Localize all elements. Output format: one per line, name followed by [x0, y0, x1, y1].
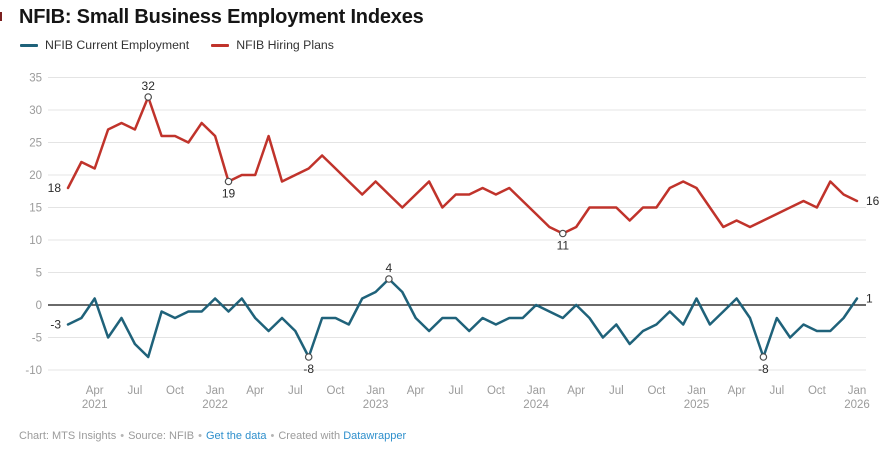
svg-text:Jul: Jul — [448, 385, 463, 397]
svg-text:Apr: Apr — [567, 385, 585, 397]
svg-text:Oct: Oct — [487, 385, 506, 397]
svg-text:-8: -8 — [303, 362, 314, 376]
svg-text:32: 32 — [142, 79, 156, 93]
svg-text:Apr: Apr — [246, 385, 264, 397]
svg-text:19: 19 — [222, 187, 236, 201]
svg-text:Jan: Jan — [206, 385, 225, 397]
svg-text:Jul: Jul — [769, 385, 784, 397]
svg-text:Jan: Jan — [527, 385, 546, 397]
svg-text:15: 15 — [29, 203, 42, 215]
svg-text:25: 25 — [29, 138, 42, 150]
svg-text:Jan: Jan — [848, 385, 867, 397]
svg-text:2023: 2023 — [363, 399, 389, 411]
legend-swatch-current-employment — [20, 43, 38, 47]
legend-label-current-employment: NFIB Current Employment — [45, 38, 190, 52]
datawrapper-link[interactable]: Datawrapper — [343, 430, 407, 442]
svg-text:Apr: Apr — [728, 385, 746, 397]
svg-text:-10: -10 — [25, 365, 42, 377]
svg-text:-8: -8 — [758, 362, 769, 376]
legend: NFIB Current Employment NFIB Hiring Plan… — [20, 38, 334, 52]
svg-text:Apr: Apr — [86, 385, 104, 397]
svg-text:30: 30 — [29, 105, 42, 117]
svg-text:2022: 2022 — [202, 399, 228, 411]
footer-source: Source: NFIB — [128, 430, 195, 442]
footer-chart-by: Chart: MTS Insights — [19, 430, 117, 442]
svg-text:18: 18 — [48, 181, 62, 195]
footer-separator: • — [198, 430, 202, 442]
svg-text:Apr: Apr — [407, 385, 425, 397]
footer-created-with: Created with — [278, 430, 341, 442]
footer: Chart: MTS Insights • Source: NFIB • Get the… — [19, 430, 406, 442]
svg-text:35: 35 — [29, 73, 42, 85]
svg-text:-3: -3 — [50, 318, 61, 332]
svg-text:0: 0 — [36, 300, 42, 312]
svg-text:2026: 2026 — [844, 399, 870, 411]
svg-text:Oct: Oct — [327, 385, 346, 397]
svg-text:Oct: Oct — [166, 385, 185, 397]
legend-label-hiring-plans: NFIB Hiring Plans — [236, 38, 334, 52]
footer-separator: • — [120, 430, 125, 442]
svg-text:Jan: Jan — [366, 385, 385, 397]
svg-text:Jul: Jul — [609, 385, 624, 397]
svg-text:20: 20 — [29, 170, 42, 182]
svg-text:1: 1 — [866, 292, 873, 306]
svg-text:16: 16 — [866, 194, 880, 208]
svg-text:2024: 2024 — [523, 399, 549, 411]
footer-separator: • — [270, 430, 275, 442]
svg-text:4: 4 — [386, 261, 393, 275]
svg-text:5: 5 — [36, 268, 42, 280]
svg-text:Jan: Jan — [687, 385, 706, 397]
svg-text:2021: 2021 — [82, 399, 108, 411]
legend-item-hiring-plans: NFIB Hiring Plans — [211, 38, 334, 52]
get-the-data-link[interactable]: Get the data — [205, 430, 267, 442]
legend-item-current-employment: NFIB Current Employment — [20, 38, 189, 52]
svg-text:Oct: Oct — [808, 385, 827, 397]
chart-title: NFIB: Small Business Employment Indexes — [19, 6, 424, 28]
svg-text:2025: 2025 — [684, 399, 710, 411]
legend-swatch-hiring-plans — [211, 43, 230, 47]
svg-text:-5: -5 — [32, 333, 42, 345]
svg-text:10: 10 — [29, 235, 42, 247]
svg-text:11: 11 — [557, 239, 570, 253]
svg-text:Jul: Jul — [128, 385, 143, 397]
svg-text:Jul: Jul — [288, 385, 303, 397]
line-chart: 35 30 25 20 15 10 5 0 -5 -10 Apr 2021 Jul Oct Jan 2022 A… — [25, 73, 880, 412]
svg-text:Oct: Oct — [647, 385, 666, 397]
screenshot-edge-artifact — [0, 12, 2, 21]
